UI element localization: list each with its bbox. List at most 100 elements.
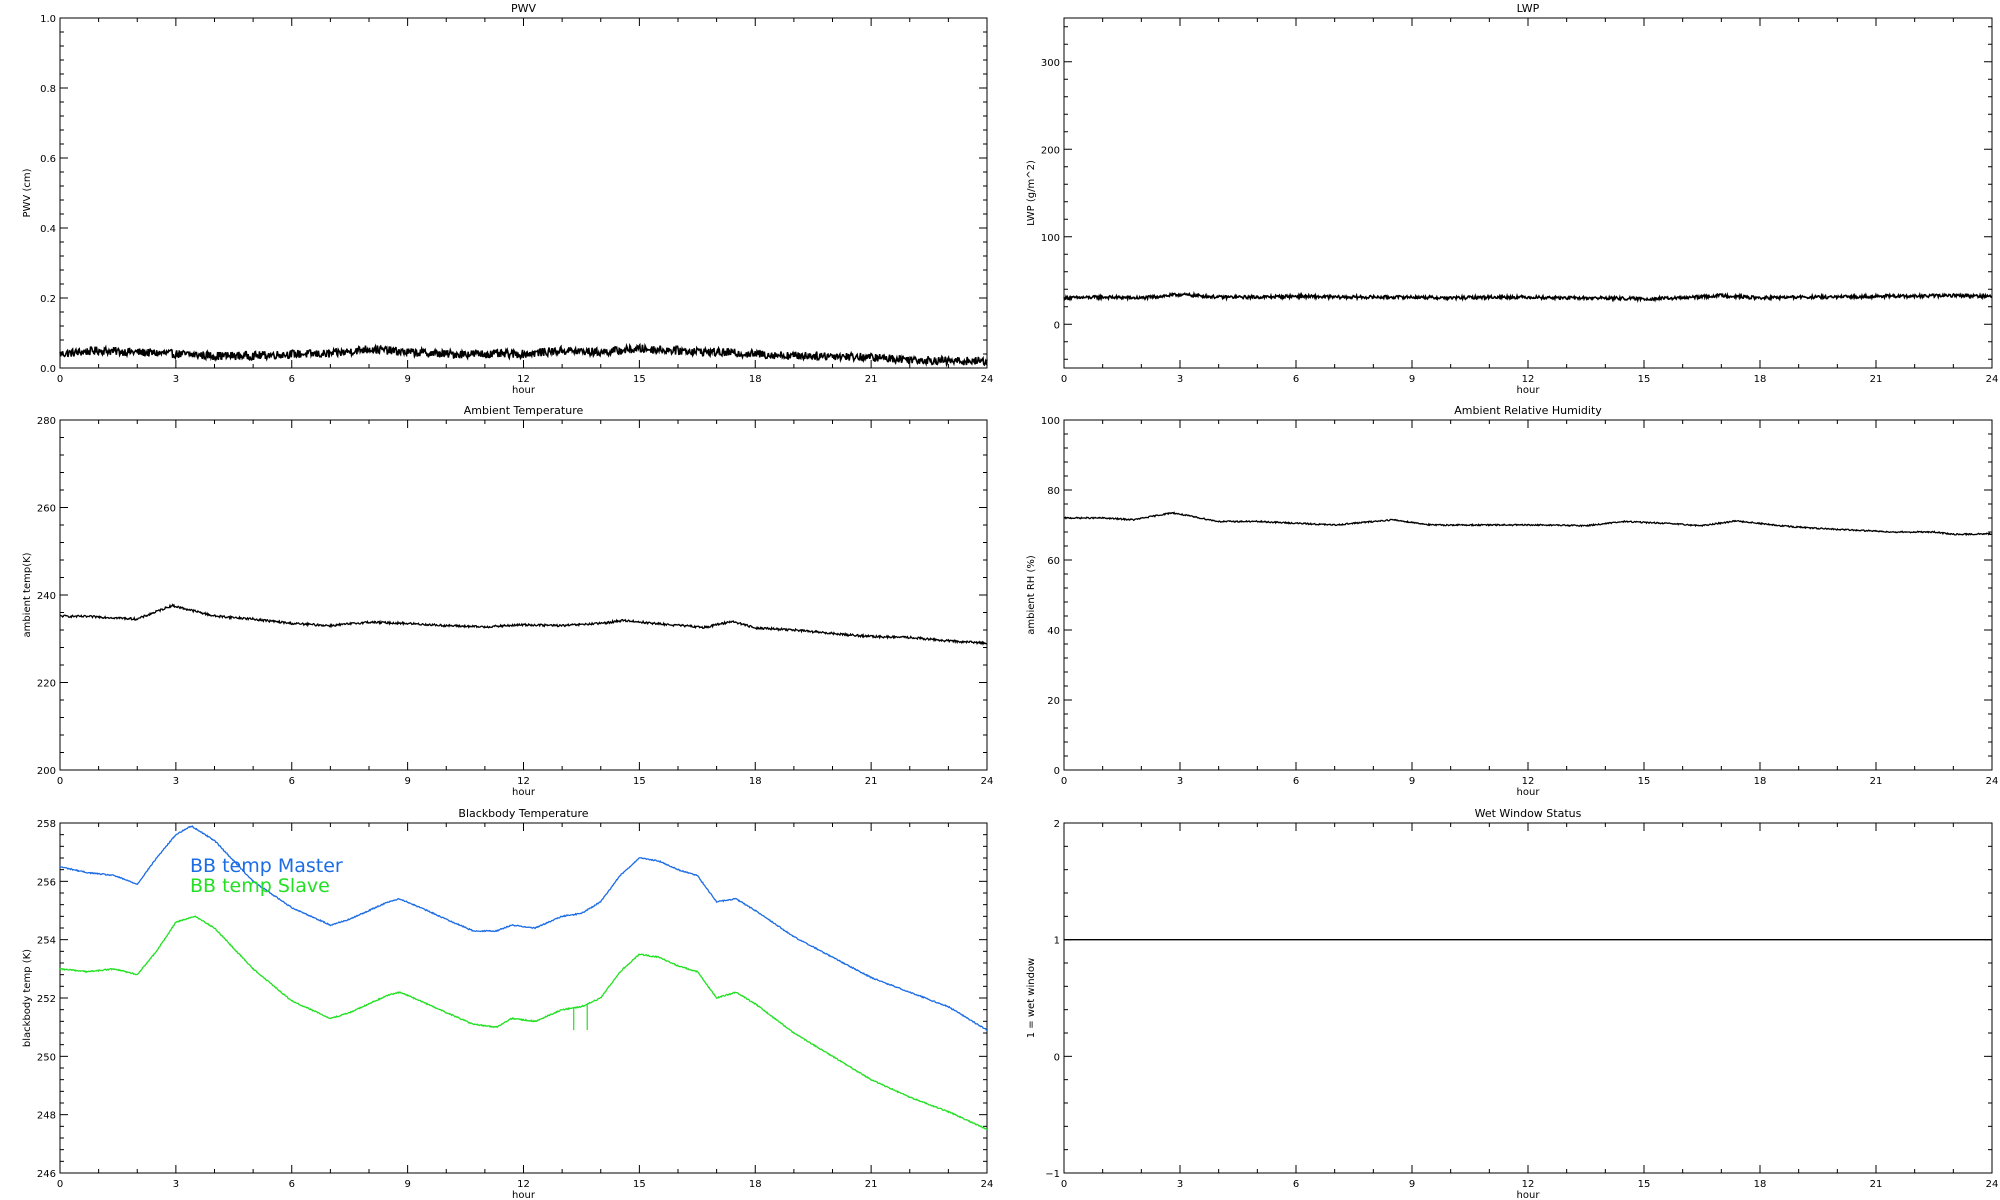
ambient-rh-series-0-line — [1063, 511, 1993, 537]
wet-window-ytick-label: 0 — [1054, 1052, 1060, 1063]
ambient-rh-ytick-label: 0 — [1054, 766, 1060, 777]
ambient-rh-ytick-label: 40 — [1047, 626, 1060, 637]
ambient-rh-xtick-label: 15 — [1638, 776, 1651, 787]
blackbody-temp-ytick-label: 254 — [37, 936, 56, 947]
wet-window-xtick-label: 21 — [1870, 1179, 1883, 1190]
blackbody-temp-xlabel: hour — [512, 1190, 536, 1200]
ambient-temp-ytick-label: 240 — [37, 591, 56, 602]
blackbody-temp-series-1-line — [59, 915, 988, 1131]
lwp-xtick-label: 21 — [1870, 374, 1883, 385]
blackbody-temp-ytick-label: 252 — [37, 994, 56, 1005]
blackbody-temp-ytick-label: 250 — [37, 1052, 56, 1063]
pwv-title: PWV — [511, 2, 537, 15]
ambient-temp-ytick-label: 260 — [37, 504, 56, 515]
lwp-ylabel: LWP (g/m^2) — [1026, 160, 1037, 226]
ambient-rh-ytick-label: 60 — [1047, 556, 1060, 567]
lwp-xtick-label: 3 — [1177, 374, 1183, 385]
lwp-xtick-label: 6 — [1293, 374, 1299, 385]
wet-window-xtick-label: 9 — [1409, 1179, 1415, 1190]
ambient-temp-ytick-label: 280 — [37, 416, 56, 427]
pwv-xtick-label: 3 — [173, 374, 179, 385]
blackbody-temp-series-0-line — [59, 825, 988, 1032]
lwp-frame — [1063, 17, 1993, 369]
ambient-temp-title: Ambient Temperature — [464, 404, 584, 417]
ambient-rh-xtick-label: 12 — [1522, 776, 1535, 787]
pwv-frame — [59, 17, 988, 369]
wet-window-frame — [1063, 822, 1993, 1174]
pwv-panel: PWV 0 3 6 9 12 15 18 21 24 hour 0.0 0.2 0.4 0.6 0.8 1.0 P… — [22, 2, 993, 396]
wet-window-xtick-label: 18 — [1754, 1179, 1767, 1190]
ambient-temp-ylabel: ambient temp(K) — [22, 552, 33, 637]
pwv-ylabel: PWV (cm) — [22, 168, 33, 217]
lwp-xtick-label: 9 — [1409, 374, 1415, 385]
wet-window-xtick-label: 3 — [1177, 1179, 1183, 1190]
blackbody-temp-panel: Blackbody Temperature 0 3 6 9 12 15 18 21 24 hour 2… — [22, 807, 993, 1200]
ambient-rh-panel: Ambient Relative Humidity 0 3 6 9 12 15 18 21 24 h… — [1026, 404, 1998, 798]
wet-window-xtick-label: 24 — [1986, 1179, 1999, 1190]
ambient-temp-xtick-label: 3 — [173, 776, 179, 787]
ambient-temp-series-0-line — [59, 603, 988, 646]
ambient-rh-ylabel: ambient RH (%) — [1026, 555, 1037, 635]
blackbody-temp-ytick-label: 248 — [37, 1111, 56, 1122]
wet-window-xtick-label: 6 — [1293, 1179, 1299, 1190]
wet-window-xlabel: hour — [1517, 1190, 1541, 1200]
wet-window-xtick-label: 0 — [1061, 1179, 1067, 1190]
pwv-series-0-line — [59, 342, 988, 368]
lwp-panel: LWP 0 3 6 9 12 15 18 21 24 hour 0 100 200 300 LWP (g/m^… — [1026, 2, 1998, 396]
lwp-ytick-label: 100 — [1041, 233, 1060, 244]
ambient-temp-ytick-label: 200 — [37, 766, 56, 777]
blackbody-temp-xtick-label: 21 — [865, 1179, 878, 1190]
ambient-rh-frame — [1063, 419, 1993, 771]
lwp-series-0-line — [1063, 290, 1993, 303]
blackbody-temp-xtick-label: 15 — [633, 1179, 646, 1190]
ambient-temp-xtick-label: 0 — [57, 776, 63, 787]
blackbody-temp-legend-0: BB temp Master — [190, 855, 343, 877]
ambient-rh-title: Ambient Relative Humidity — [1454, 404, 1602, 417]
blackbody-temp-xtick-label: 24 — [981, 1179, 994, 1190]
blackbody-temp-xtick-label: 18 — [749, 1179, 762, 1190]
lwp-xtick-label: 12 — [1522, 374, 1535, 385]
ambient-temp-xtick-label: 9 — [404, 776, 410, 787]
ambient-rh-ytick-label: 100 — [1041, 416, 1060, 427]
ambient-temp-ytick-label: 220 — [37, 679, 56, 690]
blackbody-temp-xtick-label: 0 — [57, 1179, 63, 1190]
lwp-ytick-label: 0 — [1054, 320, 1060, 331]
pwv-ytick-label: 0.6 — [40, 154, 56, 165]
ambient-rh-ytick-label: 80 — [1047, 486, 1060, 497]
lwp-xtick-label: 18 — [1754, 374, 1767, 385]
ambient-rh-xtick-label: 3 — [1177, 776, 1183, 787]
blackbody-temp-ytick-label: 256 — [37, 877, 56, 888]
pwv-ytick-label: 0.4 — [40, 224, 56, 235]
wet-window-ytick-label: 2 — [1054, 819, 1060, 830]
pwv-xtick-label: 15 — [633, 374, 646, 385]
blackbody-temp-ytick-label: 246 — [37, 1169, 56, 1180]
blackbody-temp-xtick-label: 6 — [289, 1179, 295, 1190]
pwv-ytick-label: 0.2 — [40, 294, 56, 305]
pwv-xtick-label: 0 — [57, 374, 63, 385]
pwv-xtick-label: 12 — [517, 374, 530, 385]
pwv-ytick-label: 0.8 — [40, 84, 56, 95]
pwv-xtick-label: 9 — [404, 374, 410, 385]
ambient-temp-xtick-label: 12 — [517, 776, 530, 787]
lwp-ytick-label: 200 — [1041, 145, 1060, 156]
ambient-rh-ytick-label: 20 — [1047, 696, 1060, 707]
pwv-xtick-label: 6 — [289, 374, 295, 385]
ambient-rh-xtick-label: 0 — [1061, 776, 1067, 787]
lwp-ytick-label: 300 — [1041, 58, 1060, 69]
wet-window-xtick-label: 12 — [1522, 1179, 1535, 1190]
lwp-xtick-label: 15 — [1638, 374, 1651, 385]
blackbody-temp-ytick-label: 258 — [37, 819, 56, 830]
wet-window-ytick-label: −1 — [1045, 1169, 1060, 1180]
ambient-temp-panel: Ambient Temperature 0 3 6 9 12 15 18 21 24 hour 200… — [22, 404, 993, 798]
lwp-xtick-label: 24 — [1986, 374, 1999, 385]
pwv-xtick-label: 21 — [865, 374, 878, 385]
blackbody-temp-legend-1: BB temp Slave — [190, 875, 330, 897]
ambient-rh-xtick-label: 24 — [1986, 776, 1999, 787]
blackbody-temp-xtick-label: 9 — [404, 1179, 410, 1190]
blackbody-temp-ylabel: blackbody temp (K) — [22, 949, 33, 1047]
blackbody-temp-xtick-label: 3 — [173, 1179, 179, 1190]
ambient-rh-xtick-label: 9 — [1409, 776, 1415, 787]
wet-window-ytick-label: 1 — [1054, 936, 1060, 947]
wet-window-xtick-label: 15 — [1638, 1179, 1651, 1190]
